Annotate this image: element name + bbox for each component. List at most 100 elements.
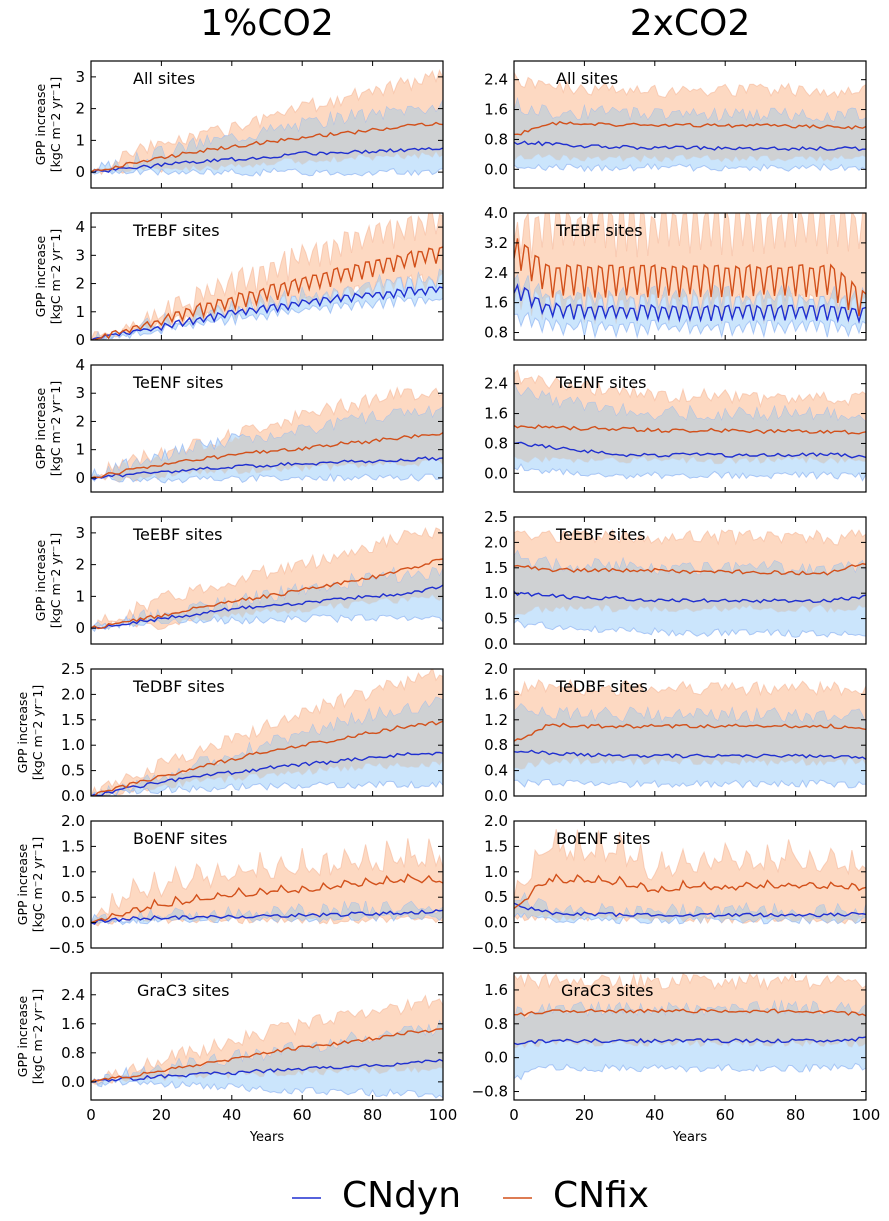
y-axis-label-line1: GPP increase [33,539,48,621]
plot-area [91,386,443,484]
x-tick-label: 20 [575,1106,594,1124]
cndyn-line [91,909,443,925]
y-tick-label: 3 [75,524,85,542]
cnfix-line [514,120,866,136]
panel-title: TrEBF sites [555,221,643,240]
y-tick-label: 0.8 [484,324,508,342]
x-axis-label: Years [249,1130,285,1145]
y-tick-label: 4 [75,218,85,236]
plot-frame [90,60,444,189]
plot-area [91,994,443,1099]
panel-title: GraC3 sites [561,981,653,1000]
legend: CNdyn CNfix [292,1175,649,1216]
y-axis-label-line2: [kgC m⁻2 yr⁻1] [48,229,63,324]
cnfix-line [91,432,443,479]
plot-frame [513,668,867,797]
y-tick-label: 3 [75,68,85,86]
plot-area [514,973,866,1081]
plot-frame [90,364,444,493]
y-tick-label: 1.0 [484,863,508,881]
overlap-band [514,98,866,162]
cndyn-line [91,751,443,796]
y-tick-label: 0.0 [61,914,85,932]
panel-trebf-sites-1pct: 0 1 2 3 4 GPP increase [kgC m⁻2 yr⁻1] TrEBF sit… [33,212,444,349]
y-tick-label: −0.5 [472,939,508,957]
y-axis-label-line1: GPP increase [33,235,48,317]
y-tick-label: 2.4 [484,264,508,282]
y-tick-label: 1.5 [61,711,85,729]
y-axis-label-line1: GPP increase [15,995,30,1077]
y-axis-label-line2: [kgC m⁻2 yr⁻1] [30,837,45,932]
cnfix-line [91,1028,443,1083]
legend-cnfix-label: CNfix [553,1175,649,1216]
x-tick-label: 80 [363,1106,382,1124]
cndyn-line [514,749,866,760]
plot-frame [90,516,444,645]
plot-frame [513,364,867,493]
y-tick-label: 2.0 [61,685,85,703]
y-tick-label: −0.5 [49,939,85,957]
cndyn-line [91,147,443,173]
x-tick-label: 100 [429,1106,458,1124]
y-axis-label-line2: [kgC m⁻2 yr⁻1] [30,989,45,1084]
y-tick-label: 3.2 [484,234,508,252]
x-tick-label: 0 [86,1106,96,1124]
plot-area [514,528,866,638]
y-tick-label: 0.8 [484,736,508,754]
y-tick-label: 0.0 [484,787,508,805]
cnfix-line [91,558,443,630]
panel-trebf-sites-2x: 0.8 1.6 2.4 3.2 4.0 TrEBF sites [484,204,867,342]
panel-title: TeEBF sites [132,525,223,544]
y-tick-label: 3 [75,384,85,402]
panel-all-sites-2x: 0.0 0.8 1.6 2.4 All sites [484,60,867,189]
y-tick-label: 0.0 [484,635,508,653]
panel-grac3-sites-2x: 0 20 40 60 80 100 Years −0.8 0.0 0.8 1.6 GraC3 site… [472,972,881,1145]
panel-boenf-sites-2x: −0.5 0.0 0.5 1.0 1.5 2.0 BoENF sites [472,812,867,957]
panel-tedbf-sites-2x: 0.0 0.4 0.8 1.2 1.6 2.0 TeDBF sites [484,660,867,805]
panel-title: TeDBF sites [555,677,648,696]
column-title-1pct: 1%CO2 [200,3,334,44]
cndyn-line [91,456,443,481]
y-axis-label-line1: GPP increase [15,843,30,925]
y-tick-label: 2.0 [484,533,508,551]
y-tick-label: 0.5 [61,762,85,780]
y-tick-label: 0.5 [61,888,85,906]
panel-title: TeDBF sites [132,677,225,696]
cnfix-line [514,873,866,910]
overlap-band [91,1021,443,1087]
x-tick-label: 60 [293,1106,312,1124]
legend-cndyn-label: CNdyn [342,1175,461,1216]
panel-teebf-sites-2x: 0.0 0.5 1.0 1.5 2.0 2.5 TeEBF sites [484,508,867,653]
plot-frame [90,668,444,797]
y-tick-label: 2.5 [61,660,85,678]
y-tick-label: 1 [75,587,85,605]
y-tick-label: 1.6 [484,405,508,423]
y-axis-label-line2: [kgC m⁻2 yr⁻1] [48,533,63,628]
y-tick-label: 0.0 [484,464,508,482]
cndyn-line [514,441,866,459]
plot-area [91,69,443,177]
y-tick-label: 1.2 [484,711,508,729]
y-tick-label: 1.0 [61,736,85,754]
cnfix-line [514,722,866,742]
x-tick-label: 40 [645,1106,664,1124]
y-tick-label: 2.0 [61,812,85,830]
plot-frame [513,516,867,645]
y-tick-label: 0.4 [484,762,508,780]
panel-title: GraC3 sites [137,981,229,1000]
panel-title: All sites [133,69,195,88]
y-tick-label: 3 [75,246,85,264]
y-tick-label: 1.6 [484,981,508,999]
y-tick-label: 1.0 [484,584,508,602]
panel-title: All sites [556,69,618,88]
y-tick-label: 0.8 [484,1015,508,1033]
y-tick-label: 0.0 [61,1073,85,1091]
cnfix-line [91,873,443,924]
overlap-band [91,697,443,796]
cndyn-line [514,590,866,604]
panel-boenf-sites-1pct: −0.5 0.0 0.5 1.0 1.5 2.0 GPP increase [kgC m⁻2 … [15,812,444,957]
plot-frame [513,60,867,189]
cndyn-line [514,140,866,152]
cndyn-line [91,1058,443,1083]
x-tick-label: 100 [852,1106,881,1124]
